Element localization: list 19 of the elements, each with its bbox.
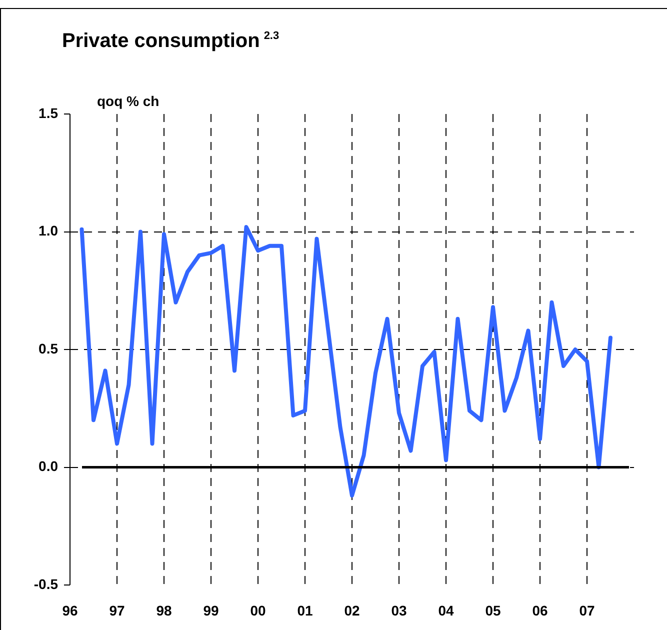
y-tick-label: -0.5 (34, 576, 58, 592)
x-tick-label: 99 (203, 602, 219, 618)
x-tick-label: 04 (438, 602, 454, 618)
x-tick-label: 05 (485, 602, 501, 618)
x-tick-label: 98 (156, 602, 172, 618)
chart-title: Private consumption$^{2.3}$ (62, 30, 280, 53)
x-tick-label: 96 (62, 602, 78, 618)
y-axis-title: qoq % ch (97, 92, 160, 109)
x-tick-label: 03 (391, 602, 407, 618)
x-tick-label: 01 (297, 602, 313, 618)
x-tick-label: 00 (250, 602, 266, 618)
y-tick-label: 0.0 (38, 458, 58, 474)
x-tick-label: 06 (532, 602, 548, 618)
x-tick-label: 97 (109, 602, 125, 618)
x-tick-label: 07 (579, 602, 595, 618)
x-tick-label: 02 (344, 602, 360, 618)
y-tick-label: 1.0 (38, 222, 58, 239)
y-tick-label: 1.5 (38, 104, 58, 121)
y-tick-label: 0.5 (38, 340, 58, 356)
